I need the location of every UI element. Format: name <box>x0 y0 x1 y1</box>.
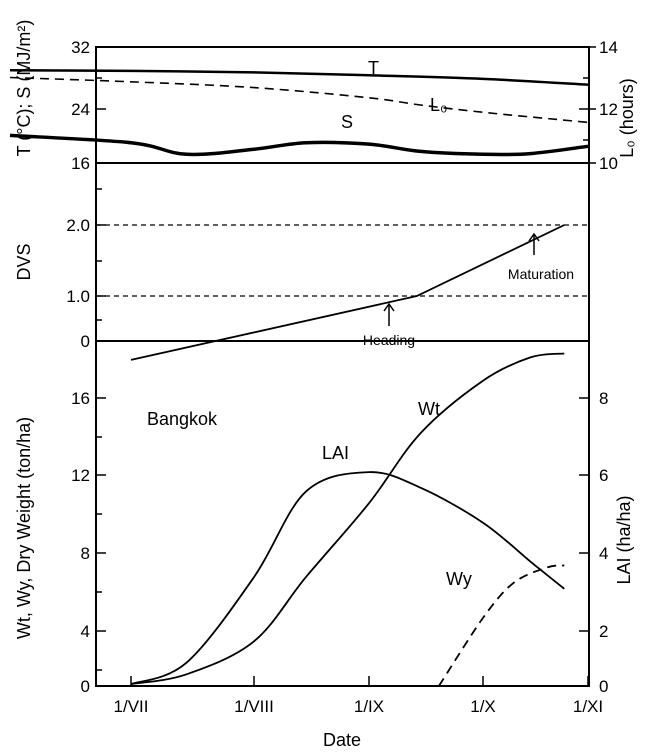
growth-ytick-left-4: 4 <box>81 622 90 641</box>
dvs-axis-label: DVS <box>14 243 34 280</box>
growth-ytick-left-16: 16 <box>71 389 90 408</box>
series-line-L0 <box>9 76 589 124</box>
panel-growth-frame <box>95 340 590 687</box>
growth-ytick-right-6: 6 <box>599 466 608 485</box>
weather-ytick-left-16: 16 <box>71 154 90 173</box>
maturation-arrow <box>528 232 540 255</box>
series-line-S <box>9 133 589 157</box>
growth-ytick-right-0: 0 <box>599 677 608 696</box>
x-axis-ticks <box>130 676 589 686</box>
location-label: Bangkok <box>147 409 218 429</box>
series-label-LAI: LAI <box>322 443 349 463</box>
weather-ytick-right-12: 12 <box>599 100 618 119</box>
xtick-1-VII: 1/VII <box>114 697 149 716</box>
growth-right-axis-label: LAI (ha/ha) <box>614 495 634 584</box>
series-label-Wt: Wt <box>418 399 440 419</box>
xtick-1-IX: 1/IX <box>354 697 384 716</box>
annotation-maturation: Maturation <box>508 266 574 282</box>
weather-ytick-left-32: 32 <box>71 38 90 57</box>
series-label-L0: L₀ <box>430 95 447 115</box>
dvs-ytick-2: 2.0 <box>66 216 90 235</box>
panel-dvs-frame <box>95 162 590 342</box>
growth-ytick-left-0: 0 <box>81 677 90 696</box>
growth-left-axis-label: Wt, Wy, Dry Weight (ton/ha) <box>14 417 34 639</box>
series-line-DVS <box>130 224 565 361</box>
series-line-Wt <box>130 352 565 685</box>
weather-left-axis-label: T (°C); S (MJ/m²) <box>14 20 34 157</box>
growth-ytick-right-4: 4 <box>599 544 608 563</box>
growth-ytick-left-12: 12 <box>71 466 90 485</box>
dvs-left-ticks <box>96 188 106 321</box>
xtick-1-XI: 1/XI <box>573 697 603 716</box>
growth-ytick-right-8: 8 <box>599 389 608 408</box>
xtick-1-X: 1/X <box>470 697 496 716</box>
weather-ytick-right-14: 14 <box>599 38 618 57</box>
annotation-heading: Heading <box>363 332 415 348</box>
weather-right-axis-label: L₀ (hours) <box>617 78 637 158</box>
dvs-ytick-1: 1.0 <box>66 287 90 306</box>
growth-ytick-left-8: 8 <box>81 544 90 563</box>
x-axis-label: Date <box>323 730 361 750</box>
weather-ytick-right-10: 10 <box>599 154 618 173</box>
weather-right-ticks <box>579 46 596 164</box>
heading-arrow <box>383 302 395 326</box>
series-line-Wy <box>438 564 565 687</box>
series-label-T: T <box>368 58 379 78</box>
series-label-Wy: Wy <box>446 569 472 589</box>
weather-ytick-left-24: 24 <box>71 100 90 119</box>
growth-left-ticks <box>96 397 106 671</box>
growth-ytick-right-2: 2 <box>599 622 608 641</box>
series-line-LAI <box>130 471 565 685</box>
weather-left-ticks <box>96 46 106 141</box>
series-line-T <box>9 68 589 86</box>
dvs-ytick-0: 0 <box>81 332 90 351</box>
panel-weather-frame <box>95 46 590 164</box>
growth-right-ticks <box>579 397 589 632</box>
series-label-S: S <box>341 112 353 132</box>
xtick-1-VIII: 1/VIII <box>234 697 274 716</box>
